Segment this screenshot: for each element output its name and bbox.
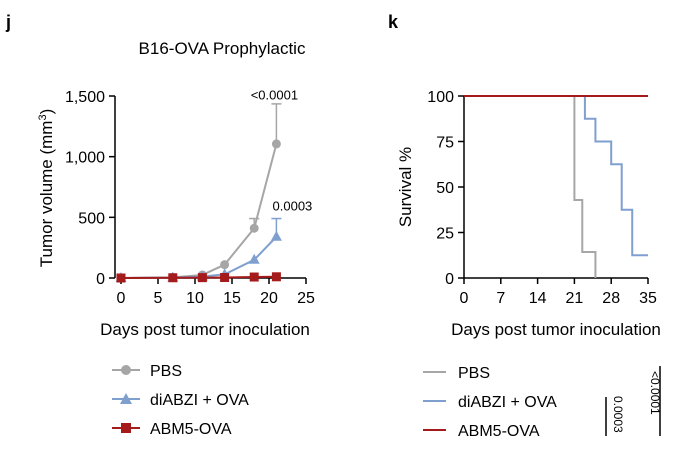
panel-k-x-tick-label: 28 bbox=[602, 290, 620, 307]
panel-k-diabzi-ova-survival-line bbox=[464, 95, 648, 257]
panel-k-axes: 0 7 14 21 28 35 0 25 50 75 100 bbox=[427, 89, 657, 307]
panel-j-axes: 0 5 10 15 20 25 0 500 1,000 1,500 bbox=[65, 89, 315, 307]
panel-j-pbs-point bbox=[249, 223, 259, 233]
panel-j-legend-diabzi-ova-marker bbox=[120, 393, 132, 404]
panel-k-x-tick-label: 0 bbox=[460, 290, 469, 307]
panel-j-x-tick-label: 20 bbox=[260, 290, 278, 307]
panel-j-abm5-ova-point bbox=[249, 272, 259, 282]
panel-j-series bbox=[115, 103, 282, 283]
panel-j-legend-pbs-marker bbox=[121, 365, 131, 375]
panel-j-x-axis-label: Days post tumor inoculation bbox=[100, 320, 310, 339]
panel-k-x-axis-label: Days post tumor inoculation bbox=[451, 320, 661, 339]
panel-j-legend-pbs-label: PBS bbox=[150, 363, 182, 380]
panel-j-legend: PBS diABZI + OVA ABM5-OVA bbox=[112, 363, 249, 438]
panel-j-y-tick-label: 0 bbox=[96, 271, 105, 288]
panel-k-series bbox=[464, 95, 648, 278]
panel-k-chart: Days post tumor inoculation Survival % 0… bbox=[396, 89, 662, 440]
panel-j-abm5-ova-point bbox=[116, 273, 126, 283]
panel-k-x-tick-label: 21 bbox=[566, 290, 584, 307]
panel-k-y-tick-label: 100 bbox=[427, 89, 454, 106]
panel-k-y-tick-label: 0 bbox=[445, 271, 454, 288]
panel-k-stat-p-value-outer: <0.0001 bbox=[648, 371, 662, 415]
panel-letter-j: j bbox=[5, 12, 11, 32]
panel-k-x-tick-label: 14 bbox=[529, 290, 547, 307]
panel-j-y-axis-label: Tumor volume (mm3) bbox=[37, 109, 56, 268]
panel-j-abm5-ova-point bbox=[271, 272, 281, 282]
panel-j-y-tick-label: 1,500 bbox=[65, 89, 105, 106]
panel-j-x-tick-label: 0 bbox=[117, 290, 126, 307]
panel-j-abm5-ova-point bbox=[220, 273, 230, 283]
panel-j-p-value-annotation: <0.0001 bbox=[251, 87, 298, 102]
panel-k-legend-diabzi-ova-label: diABZI + OVA bbox=[458, 394, 557, 411]
panel-k-y-tick-label: 50 bbox=[436, 180, 454, 197]
panel-k-legend-abm5-ova-label: ABM5-OVA bbox=[458, 423, 540, 440]
panel-j-y-tick-label: 500 bbox=[78, 210, 105, 227]
panel-k-stats: <0.0001 0.0003 bbox=[605, 366, 662, 436]
panel-j-y-tick-label: 1,000 bbox=[65, 150, 105, 167]
panel-k-y-tick-label: 25 bbox=[436, 226, 454, 243]
panel-k-y-tick-label: 75 bbox=[436, 135, 454, 152]
panel-j-x-tick-label: 25 bbox=[297, 290, 315, 307]
panel-k-pbs-survival-line bbox=[464, 95, 597, 278]
panel-j-x-tick-label: 10 bbox=[186, 290, 204, 307]
panel-j-legend-diabzi-ova-label: diABZI + OVA bbox=[150, 392, 249, 409]
panel-k-x-tick-label: 7 bbox=[496, 290, 505, 307]
panel-j-title: B16-OVA Prophylactic bbox=[139, 39, 306, 58]
panel-j-legend-abm5-ova-marker bbox=[121, 423, 131, 433]
panel-k-y-axis-label: Survival % bbox=[396, 147, 415, 227]
panel-j-diabzi-ova-point bbox=[270, 230, 282, 241]
panel-j-pbs-point bbox=[220, 260, 230, 270]
panel-j-p-value-annotation: 0.0003 bbox=[273, 199, 313, 214]
panel-j-diabzi-ova-point bbox=[248, 253, 260, 264]
panel-k-legend: PBS diABZI + OVA ABM5-OVA bbox=[423, 365, 557, 440]
panel-j-abm5-ova-point bbox=[168, 273, 178, 283]
panel-k-x-tick-label: 35 bbox=[639, 290, 657, 307]
panel-j-annotations: <0.0001 0.0003 bbox=[251, 87, 313, 213]
panel-letter-k: k bbox=[388, 12, 399, 32]
panel-j-pbs-point bbox=[271, 139, 281, 149]
panel-j-abm5-ova-point bbox=[197, 273, 207, 283]
panel-j-x-tick-label: 15 bbox=[223, 290, 241, 307]
panel-k-legend-pbs-label: PBS bbox=[458, 365, 490, 382]
panel-k-stat-p-value-inner: 0.0003 bbox=[611, 396, 625, 433]
panel-j-x-tick-label: 5 bbox=[154, 290, 163, 307]
panel-j-chart: B16-OVA Prophylactic Days post tumor ino… bbox=[37, 39, 315, 438]
panel-j-legend-abm5-ova-label: ABM5-OVA bbox=[150, 421, 232, 438]
